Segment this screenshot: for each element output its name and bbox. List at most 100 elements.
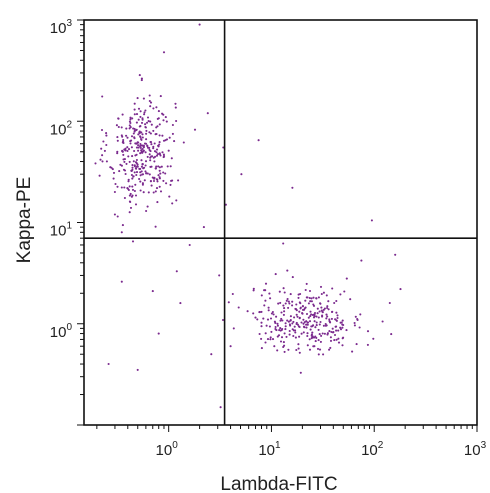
scatter-point (157, 165, 160, 168)
scatter-point (266, 318, 270, 321)
scatter-point (148, 94, 151, 97)
scatter-point (306, 321, 310, 324)
scatter-point (165, 120, 168, 123)
scatter-point (149, 141, 153, 144)
scatter-point (252, 312, 255, 315)
scatter-point (121, 224, 124, 227)
scatter-point (291, 328, 294, 331)
scatter-point (310, 337, 313, 340)
scatter-point (283, 307, 286, 310)
scatter-point (306, 296, 309, 299)
scatter-point (158, 134, 161, 137)
scatter-point (169, 183, 172, 186)
scatter-point (311, 313, 314, 317)
scatter-point (289, 324, 292, 327)
scatter-point (335, 319, 338, 322)
scatter-point (105, 143, 108, 147)
scatter-point (353, 321, 356, 325)
scatter-point (157, 117, 160, 120)
scatter-point (305, 282, 308, 285)
scatter-point (174, 106, 177, 109)
scatter-point (131, 240, 135, 243)
scatter-point (328, 318, 331, 321)
scatter-point (305, 320, 308, 323)
scatter-point (120, 126, 123, 129)
scatter-point (153, 160, 156, 163)
scatter-point (152, 179, 156, 183)
scatter-point (138, 177, 141, 181)
scatter-point (155, 154, 159, 157)
scatter-point (124, 149, 127, 152)
scatter-point (394, 253, 397, 256)
scatter-point (158, 123, 161, 126)
scatter-point (302, 318, 305, 321)
scatter-point (320, 334, 323, 337)
scatter-point (154, 167, 157, 170)
scatter-point (313, 320, 316, 323)
scatter-point (310, 297, 313, 300)
scatter-point (143, 166, 146, 169)
scatter-point (329, 336, 332, 339)
scatter-point (202, 226, 205, 229)
scatter-point (117, 117, 120, 120)
scatter-point (141, 173, 145, 176)
scatter-point (159, 172, 162, 175)
scatter-point (132, 127, 135, 130)
scatter-point (335, 329, 338, 332)
scatter-point (120, 231, 123, 234)
scatter-point (310, 300, 313, 303)
scatter-point (315, 321, 318, 324)
scatter-point (299, 306, 302, 309)
scatter-point (120, 186, 123, 189)
scatter-point (170, 179, 173, 182)
scatter-point (339, 293, 342, 296)
scatter-point (285, 335, 288, 338)
scatter-point (288, 329, 291, 333)
scatter-point (286, 319, 289, 322)
scatter-point (139, 152, 142, 155)
scatter-point (303, 326, 306, 329)
scatter-point (170, 157, 173, 160)
scatter-point (123, 158, 126, 161)
scatter-point (133, 165, 136, 168)
scatter-point (155, 106, 158, 109)
scatter-point (150, 143, 153, 146)
scatter-point (157, 332, 160, 335)
scatter-point (135, 142, 138, 145)
scatter-point (296, 315, 299, 318)
scatter-point (332, 331, 335, 334)
scatter-point (289, 293, 292, 296)
scatter-point (135, 171, 139, 174)
scatter-point (162, 171, 165, 174)
scatter-point (138, 74, 141, 77)
scatter-point (171, 202, 174, 205)
scatter-point (133, 113, 136, 116)
scatter-point (141, 136, 144, 139)
scatter-point (139, 137, 143, 141)
scatter-point (305, 312, 309, 316)
scatter-point (139, 146, 142, 149)
scatter-point (155, 126, 158, 129)
scatter-point (161, 112, 164, 115)
scatter-point (267, 306, 270, 309)
scatter-point (131, 194, 134, 197)
scatter-point (131, 168, 134, 171)
scatter-point (123, 196, 126, 200)
scatter-point (128, 124, 131, 127)
scatter-point (144, 170, 147, 173)
scatter-point (139, 180, 142, 183)
scatter-point (162, 155, 166, 158)
scatter-point (318, 310, 321, 313)
scatter-point (121, 141, 124, 144)
scatter-point (145, 121, 149, 124)
scatter-point (145, 129, 148, 132)
scatter-point (281, 327, 284, 331)
scatter-point (146, 116, 150, 119)
scatter-point (343, 290, 346, 293)
scatter-point (318, 323, 321, 326)
y-tick-label: 103 (50, 18, 73, 37)
scatter-point (135, 165, 139, 168)
scatter-point (264, 332, 267, 335)
scatter-point (135, 173, 138, 177)
scatter-point (229, 345, 232, 348)
